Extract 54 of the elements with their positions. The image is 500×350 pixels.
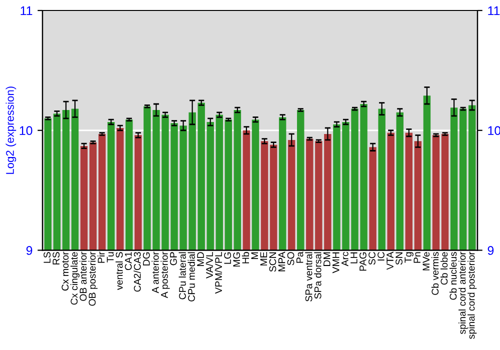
x-tick-label: VMH	[332, 252, 340, 274]
x-tick-label: GP	[170, 252, 177, 266]
x-tick-label: DG	[142, 252, 150, 266]
x-tick-label: Arc	[342, 252, 348, 266]
y-axis-title: Log2 (expression)	[6, 86, 16, 174]
x-tick-label: VTA	[386, 252, 394, 270]
x-tick-label: Cx cingulate	[70, 252, 80, 305]
x-tick-label: Hb	[242, 252, 250, 264]
x-tick-label: ventral S	[116, 252, 123, 290]
x-tick-label: Pir	[98, 252, 105, 263]
x-tick-label: Tu	[106, 252, 114, 262]
x-tick-label: VA/VL	[206, 252, 213, 278]
x-tick-label: Cb vermis	[431, 252, 439, 295]
x-tick-label: Cx motor	[62, 252, 69, 291]
x-tick-label: spinal cord posterior	[468, 252, 477, 339]
x-tick-label: VPM/VPL	[214, 252, 222, 294]
x-tick-label: SN	[396, 252, 402, 265]
x-tick-label: PAG	[360, 252, 366, 271]
x-tick-label: SPa ventral	[305, 252, 312, 302]
x-tick-label: SPa dorsal	[314, 252, 322, 299]
x-tick-label: A posterior	[160, 252, 170, 298]
x-tick-label: SO	[287, 252, 294, 266]
x-tick-label: A anterior	[152, 252, 159, 294]
x-tick-label: spinal cord anterior	[458, 252, 468, 334]
x-tick-label: Cb nucleus	[450, 252, 457, 300]
y2-tick-label: 11	[488, 6, 500, 16]
x-tick-label: SCN	[269, 252, 276, 272]
x-tick-label: Cb lobe	[440, 252, 448, 285]
x-tick-label: ME	[260, 252, 268, 266]
y2-tick-label: 9	[488, 246, 494, 255]
x-tick-label: OB posterior	[88, 252, 98, 306]
x-tick-label: CPu lateral	[178, 252, 186, 300]
x-tick-label: M	[251, 252, 258, 259]
x-tick-label: CPu medial	[188, 252, 195, 302]
x-tick-label: MVe	[422, 252, 430, 270]
x-tick-label: CA2/CA3	[134, 252, 141, 292]
x-tick-label: MPA	[278, 252, 286, 272]
y-tick-label: 9	[26, 246, 32, 255]
y-tick-label: 10	[20, 126, 32, 136]
x-tick-label: CA1	[124, 252, 132, 270]
x-tick-label: Pa	[296, 252, 304, 263]
x-tick-label: MG	[233, 252, 240, 266]
x-tick-label: DM	[324, 252, 330, 266]
x-tick-label: SC	[368, 252, 376, 265]
x-tick-label: MD	[197, 252, 204, 266]
x-tick-label: LH	[350, 252, 358, 264]
x-tick-label: LG	[224, 252, 232, 264]
x-tick-label: RS	[52, 252, 60, 264]
y-tick-label: 11	[20, 6, 32, 16]
x-tick-label: Tg	[404, 252, 414, 263]
x-tick-label: Pn	[414, 252, 420, 263]
x-tick-label: IC	[378, 252, 384, 260]
x-tick-label: OB anterior	[79, 252, 87, 301]
x-tick-label: LS	[44, 252, 51, 263]
